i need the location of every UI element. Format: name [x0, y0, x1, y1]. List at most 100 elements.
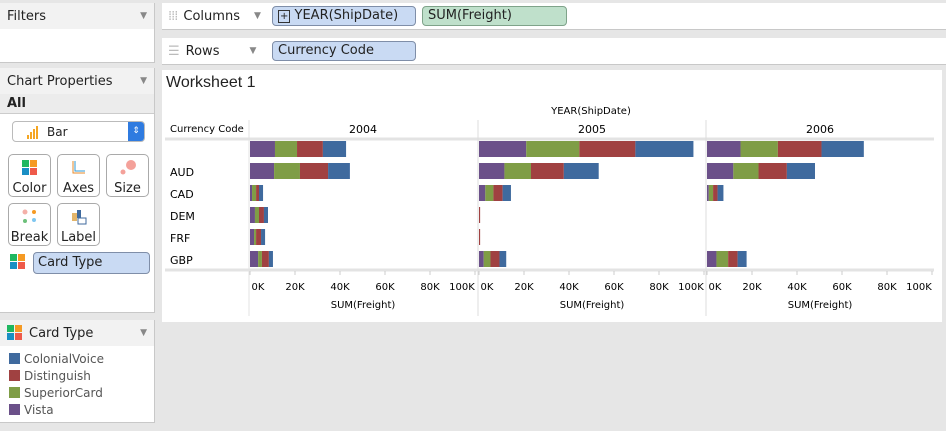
bar-segment-distinguish [297, 141, 323, 157]
bar-segment-colonialvoice [259, 185, 264, 201]
tick-label: 100K [906, 282, 932, 293]
swatch-icon [9, 404, 20, 415]
bar-segment-vista [707, 163, 734, 179]
expand-icon[interactable]: + [278, 10, 291, 23]
bar-segment-vista [479, 185, 486, 201]
mark-type-value: Bar [47, 124, 68, 139]
bar-segment-superiorcard [485, 185, 494, 201]
tick-label: 40K [559, 282, 579, 293]
bar-segment-colonialvoice [268, 251, 273, 267]
bar-segment-distinguish [530, 163, 564, 179]
bar-segment-colonialvoice [737, 251, 747, 267]
tab-all[interactable]: All [0, 94, 154, 114]
bar-segment-superiorcard [254, 229, 257, 245]
bar-segment-colonialvoice [499, 251, 507, 267]
tick-label: 40K [330, 282, 350, 293]
year-shipdate-pill[interactable]: + YEAR(ShipDate) [272, 6, 416, 26]
bar-segment-distinguish [579, 141, 636, 157]
column-header-title: YEAR(ShipDate) [550, 106, 631, 117]
bar-segment-superiorcard [258, 251, 262, 267]
bar-segment-colonialvoice [322, 141, 347, 157]
bar-segment-superiorcard [526, 141, 580, 157]
legend-item[interactable]: ColonialVoice [9, 350, 145, 367]
year-header: 2005 [578, 123, 606, 136]
bar-segment-vista [707, 141, 741, 157]
tick-label: 20K [514, 282, 534, 293]
mark-type-select[interactable]: Bar ⇕ [12, 121, 145, 142]
legend-panel: Card Type ▼ ColonialVoice Distinguish Sup… [0, 320, 155, 423]
bar-segment-vista [250, 141, 275, 157]
bar-segment-colonialvoice [502, 185, 511, 201]
bar-segment-vista [250, 229, 255, 245]
row-label: AUD [170, 166, 194, 179]
bar-segment-colonialvoice [563, 163, 599, 179]
bar-segment-vista [707, 251, 717, 267]
chevron-down-icon[interactable]: ▼ [249, 46, 257, 56]
sum-freight-pill[interactable]: SUM(Freight) [422, 6, 567, 26]
bar-segment-superiorcard [254, 207, 259, 223]
size-label: Size [114, 181, 141, 196]
tick-label: 0K [252, 282, 265, 293]
swatch-icon [9, 387, 20, 398]
columns-shelf: ⁞⁞⁞ Columns ▼ + YEAR(ShipDate) SUM(Freight… [162, 3, 946, 30]
row-label: CAD [170, 188, 194, 201]
tick-label: 80K [877, 282, 897, 293]
bar-segment-distinguish [758, 163, 787, 179]
color-button[interactable]: Color [8, 154, 51, 197]
chart-properties-panel: Chart Properties ▼ All Bar ⇕ Color Axes S… [0, 68, 155, 313]
tick-label: 100K [678, 282, 704, 293]
swatch-icon [9, 370, 20, 381]
currency-code-pill[interactable]: Currency Code [272, 41, 416, 61]
tick-label: 60K [604, 282, 624, 293]
chevron-down-icon[interactable]: ▼ [140, 76, 147, 86]
label-icon [71, 210, 86, 225]
bar-segment-superiorcard [483, 251, 491, 267]
legend-item[interactable]: Vista [9, 401, 145, 418]
legend-label: Distinguish [24, 368, 91, 383]
bar-segment-vista [707, 185, 709, 201]
bar-segment-colonialvoice [263, 207, 268, 223]
tick-label: 80K [649, 282, 669, 293]
bar-segment-distinguish [493, 185, 503, 201]
label-button[interactable]: Label [57, 203, 100, 246]
tick-label: 100K [449, 282, 475, 293]
chevron-down-icon[interactable]: ▼ [253, 11, 261, 21]
filters-title: Filters [7, 8, 46, 24]
tick-label: 0K [481, 282, 494, 293]
bar-segment-vista [250, 251, 259, 267]
bar-segment-colonialvoice [261, 229, 266, 245]
legend-list: ColonialVoice Distinguish SuperiorCard V… [0, 346, 154, 422]
legend-label: ColonialVoice [24, 351, 104, 366]
bar-segment-distinguish [256, 229, 262, 245]
bar-segment-vista [250, 185, 253, 201]
chevron-down-icon[interactable]: ▼ [140, 11, 147, 21]
x-axis-title: SUM(Freight) [788, 300, 853, 311]
legend-item[interactable]: SuperiorCard [9, 384, 145, 401]
color-field-pill[interactable]: Card Type [33, 252, 150, 274]
break-button[interactable]: Break [8, 203, 51, 246]
legend-item[interactable]: Distinguish [9, 367, 145, 384]
row-header-title: Currency Code [170, 124, 244, 135]
legend-title: Card Type [29, 325, 94, 341]
axes-button[interactable]: Axes [57, 154, 100, 197]
bar-segment-distinguish [256, 185, 259, 201]
bar-segment-vista [479, 141, 527, 157]
bar-segment-vista [250, 207, 255, 223]
bar-segment-superiorcard [740, 141, 778, 157]
tick-label: 60K [375, 282, 395, 293]
bar-segment-vista [250, 163, 275, 179]
worksheet-title: Worksheet 1 [166, 74, 256, 91]
bar-segment-superiorcard [274, 141, 298, 157]
color-icon [21, 160, 37, 175]
legend-label: Vista [24, 402, 54, 417]
bar-segment-colonialvoice [717, 185, 724, 201]
bar-chart-icon [27, 125, 38, 139]
filters-header[interactable]: Filters ▼ [0, 3, 154, 29]
bar-segment-colonialvoice [786, 163, 815, 179]
axes-icon [72, 161, 85, 174]
size-button[interactable]: Size [106, 154, 149, 197]
chevron-down-icon[interactable]: ▼ [140, 328, 147, 338]
break-label: Break [10, 230, 49, 245]
bar-segment-colonialvoice [328, 163, 350, 179]
